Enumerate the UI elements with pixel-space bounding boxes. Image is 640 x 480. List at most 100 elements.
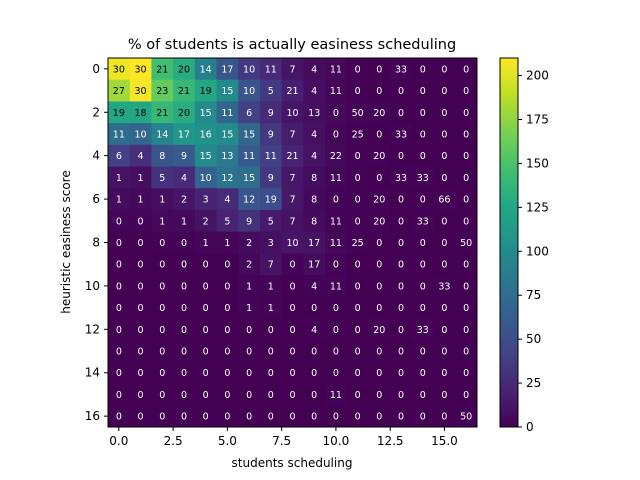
heatmap-cell xyxy=(108,275,131,298)
heatmap-cell xyxy=(238,405,261,428)
cell-label: 19 xyxy=(265,195,277,206)
heatmap-cell xyxy=(368,101,391,124)
cell-label: 0 xyxy=(376,368,382,379)
heatmap-cell xyxy=(216,166,239,189)
cell-label: 0 xyxy=(333,303,339,314)
cell-label: 11 xyxy=(330,216,342,227)
cell-label: 50 xyxy=(352,108,364,119)
cell-label: 0 xyxy=(355,303,361,314)
heatmap-cell xyxy=(129,275,152,298)
heatmap-cell xyxy=(433,383,456,406)
cell-label: 4 xyxy=(311,325,317,336)
heatmap-cell xyxy=(194,340,217,363)
colorbar-tick-label: 175 xyxy=(526,113,549,127)
cell-label: 11 xyxy=(330,390,342,401)
cell-label: 25 xyxy=(352,129,364,140)
heatmap-cell xyxy=(281,144,304,167)
heatmap-cell xyxy=(129,123,152,146)
heatmap-cell xyxy=(390,405,413,428)
cell-label: 15 xyxy=(200,108,212,119)
cell-label: 33 xyxy=(438,281,450,292)
heatmap-cell xyxy=(216,340,239,363)
cell-label: 10 xyxy=(286,108,298,119)
heatmap-cell xyxy=(108,296,131,319)
heatmap-cell xyxy=(108,79,131,102)
heatmap-cell xyxy=(129,79,152,102)
heatmap-cell xyxy=(216,101,239,124)
heatmap-cell xyxy=(238,101,261,124)
heatmap-cell xyxy=(433,405,456,428)
cell-label: 0 xyxy=(138,368,144,379)
cell-label: 0 xyxy=(441,368,447,379)
heatmap-cell xyxy=(216,318,239,341)
cell-label: 0 xyxy=(333,368,339,379)
heatmap-cell xyxy=(325,144,348,167)
heatmap-cell xyxy=(216,188,239,211)
colorbar-tick-label: 150 xyxy=(526,156,549,170)
heatmap-cell xyxy=(411,144,434,167)
colorbar-tick-label: 75 xyxy=(526,288,541,302)
heatmap-cell xyxy=(346,383,369,406)
cell-label: 1 xyxy=(116,195,122,206)
heatmap-cell xyxy=(151,231,174,254)
cell-label: 20 xyxy=(373,151,385,162)
heatmap-cell xyxy=(303,275,326,298)
cell-label: 0 xyxy=(355,216,361,227)
heatmap-cell xyxy=(346,231,369,254)
cell-label: 0 xyxy=(268,390,274,401)
cell-label: 0 xyxy=(159,260,165,271)
cell-label: 15 xyxy=(221,129,233,140)
heatmap-cell xyxy=(173,79,196,102)
cell-label: 0 xyxy=(203,260,209,271)
heatmap-cell xyxy=(433,361,456,384)
cell-label: 0 xyxy=(289,260,295,271)
cell-label: 0 xyxy=(203,390,209,401)
colorbar-tick-label: 200 xyxy=(526,69,549,83)
heatmap-cell-labels: 30 30 21 20 14 17 10 11 7 4 11 0 0 33 0 0 027 30 23 21 19 15 1… xyxy=(113,64,472,422)
heatmap-cell xyxy=(325,123,348,146)
heatmap-cell xyxy=(151,79,174,102)
heatmap-cell xyxy=(346,275,369,298)
heatmap-cell xyxy=(455,79,478,102)
cell-label: 13 xyxy=(221,151,233,162)
cell-label: 0 xyxy=(333,129,339,140)
cell-label: 5 xyxy=(268,216,274,227)
heatmap-cell xyxy=(151,405,174,428)
heatmap-cell xyxy=(259,166,283,189)
heatmap-cell xyxy=(303,79,326,102)
heatmap-cell xyxy=(411,253,434,276)
cell-label: 0 xyxy=(268,368,274,379)
heatmap-cell xyxy=(411,209,434,233)
heatmap-cell xyxy=(108,405,131,428)
cell-label: 8 xyxy=(311,195,317,206)
heatmap-cell xyxy=(303,340,326,363)
heatmap-cell xyxy=(259,253,283,276)
heatmap-cell xyxy=(411,340,434,363)
cell-label: 0 xyxy=(181,303,187,314)
heatmap-cell xyxy=(433,231,456,254)
heatmap-cell xyxy=(411,188,434,211)
cell-label: 33 xyxy=(395,64,407,75)
cell-label: 0 xyxy=(311,347,317,358)
cell-label: 0 xyxy=(181,238,187,249)
heatmap-cell xyxy=(151,361,174,384)
heatmap-cell xyxy=(390,253,413,276)
heatmap-cell xyxy=(433,79,456,102)
heatmap-cell xyxy=(108,383,131,406)
cell-label: 50 xyxy=(460,238,472,249)
cell-label: 17 xyxy=(308,260,320,271)
cell-label: 0 xyxy=(420,347,426,358)
cell-label: 16 xyxy=(200,129,212,140)
heatmap-cell xyxy=(390,383,413,406)
heatmap-cell xyxy=(194,79,217,102)
cell-label: 9 xyxy=(246,216,252,227)
heatmap-cell xyxy=(368,209,391,233)
heatmap-cell xyxy=(151,275,174,298)
heatmap-cell xyxy=(281,166,304,189)
cell-label: 0 xyxy=(463,216,469,227)
heatmap-cell xyxy=(303,318,326,341)
cell-label: 11 xyxy=(221,108,233,119)
heatmap-cell xyxy=(455,383,478,406)
heatmap-cell xyxy=(411,405,434,428)
heatmap-cell xyxy=(238,58,261,81)
